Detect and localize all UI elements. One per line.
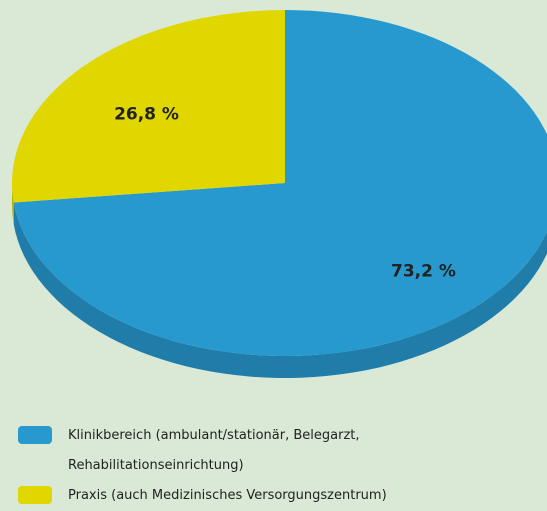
slice-label: 73,2 % [391,261,456,281]
legend-swatch [18,426,52,444]
chart: 73,2 % 26,8 % [11,10,547,378]
slice-label: 26,8 % [114,105,179,125]
legend-label: Klinikbereich (ambulant/stationär, Beleg… [68,428,360,473]
slice-side [13,202,547,378]
legend-item: Praxis (auch Medizinisches Versorgungsze… [18,481,398,511]
slice-side [12,183,14,225]
legend-item: Klinikbereich (ambulant/stationär, Beleg… [18,421,398,481]
legend-label: Praxis (auch Medizinisches Versorgungsze… [68,488,387,503]
legend-swatch [18,486,52,504]
legend: Klinikbereich (ambulant/stationär, Beleg… [18,421,398,511]
slice [11,10,285,203]
slice [13,10,547,356]
